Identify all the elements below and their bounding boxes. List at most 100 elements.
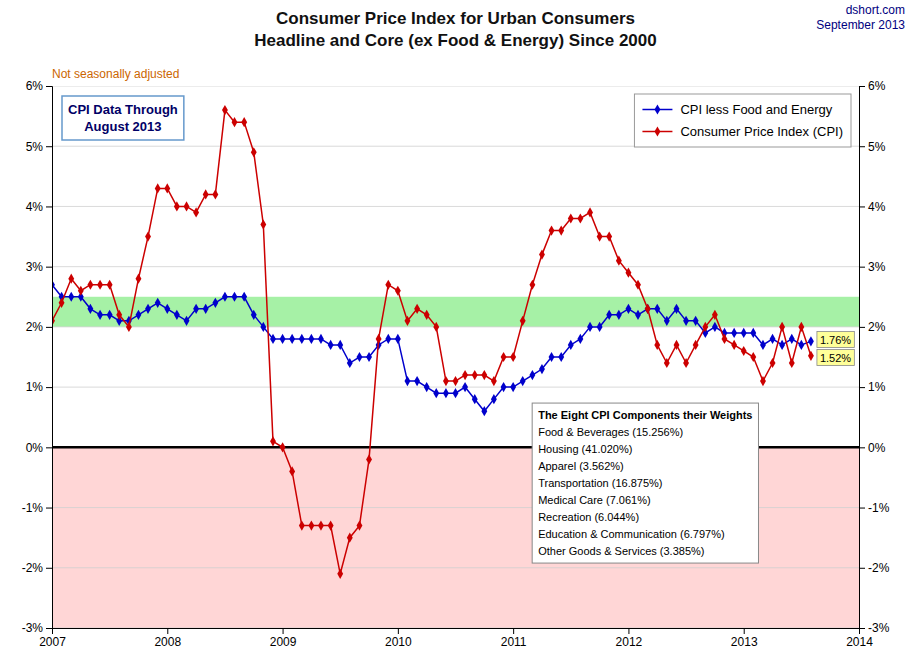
tick-mark [46,508,52,509]
tick-mark [398,628,399,634]
point [741,346,747,356]
point [260,322,266,332]
tick: 2012 [616,628,643,649]
point [260,219,266,229]
tick-mark [46,146,52,147]
tick: 3% [26,260,52,274]
tick: -3% [22,621,52,635]
point [683,316,689,326]
point [337,340,343,350]
point [203,304,209,314]
tick-mark [46,206,52,207]
point [299,334,305,344]
point [501,352,507,362]
point [203,189,209,199]
tick-label: -1% [868,501,890,515]
tick-mark [167,628,168,634]
point [789,358,795,368]
point [232,117,238,127]
point [645,304,651,314]
tick: 2013 [731,628,758,649]
tick-mark [46,86,52,87]
point [798,322,804,332]
tick-label: 2008 [154,635,181,649]
point [741,328,747,338]
annotation: CPI Data ThroughAugust 2013 [62,96,184,140]
point [625,268,631,278]
series [52,105,814,579]
point [808,336,814,346]
point [443,376,449,386]
tick-label: 6% [26,79,44,93]
point [558,225,564,235]
y-axis: -3%-2%-1%0%1%2%3%4%5%6% [22,79,53,635]
tick-label: -1% [22,501,44,515]
tick: 6% [26,79,52,93]
point [337,569,343,579]
point [68,292,74,302]
point [193,304,199,314]
point [299,521,305,531]
point [712,310,718,320]
tick: 5% [859,140,886,154]
point [549,225,555,235]
tick-label: 1% [868,380,886,394]
point [241,292,247,302]
tick-label: -3% [868,621,890,635]
tick: -2% [22,561,52,575]
legend: CPI less Food and EnergyConsumer Price I… [634,94,851,147]
annotation-text: CPI Data Through [68,102,178,117]
point [549,352,555,362]
point [808,351,814,361]
tick: -2% [859,561,890,575]
data-label-text: 1.52% [820,352,851,364]
point [712,322,718,332]
annotation-box [62,96,184,140]
point [722,334,728,344]
tick: 0% [26,441,52,455]
legend-text: CPI less Food and Energy [680,102,832,117]
point [520,376,526,386]
tick: 5% [26,140,52,154]
tick-mark [46,267,52,268]
point [308,521,314,531]
tick-label: 2014 [846,635,873,649]
tick-label: 2012 [616,635,643,649]
legend-marker [654,126,660,136]
point [453,388,459,398]
point [453,376,459,386]
grid-line [52,326,859,327]
point [174,201,180,211]
point [558,352,564,362]
point [395,334,401,344]
tick-mark [859,508,865,509]
point [136,274,142,284]
point [126,322,132,332]
point [318,334,324,344]
data-label-box [817,332,854,348]
tick-mark [859,387,865,388]
point [568,213,574,223]
point [347,533,353,543]
point [357,521,363,531]
grid-line [52,86,859,87]
point [107,280,113,290]
plot-area: 20072008200920102011201220132014-3%-2%-1… [22,79,890,648]
point [155,183,161,193]
tick-mark [46,628,52,629]
tick: 4% [859,200,886,214]
point [481,370,487,380]
tick-label: 3% [26,260,44,274]
tick-label: 1% [26,380,44,394]
chart-container: 20072008200920102011201220132014-3%-2%-1… [0,0,911,662]
point [635,280,641,290]
data-label-box [817,350,854,366]
components-box: The Eight CPI Components their WeightsFo… [532,403,758,563]
point [760,376,766,386]
series [52,280,814,417]
point [472,370,478,380]
point [539,250,545,260]
tick-label: -2% [22,561,44,575]
point [318,521,324,531]
tick-label: 4% [868,200,886,214]
